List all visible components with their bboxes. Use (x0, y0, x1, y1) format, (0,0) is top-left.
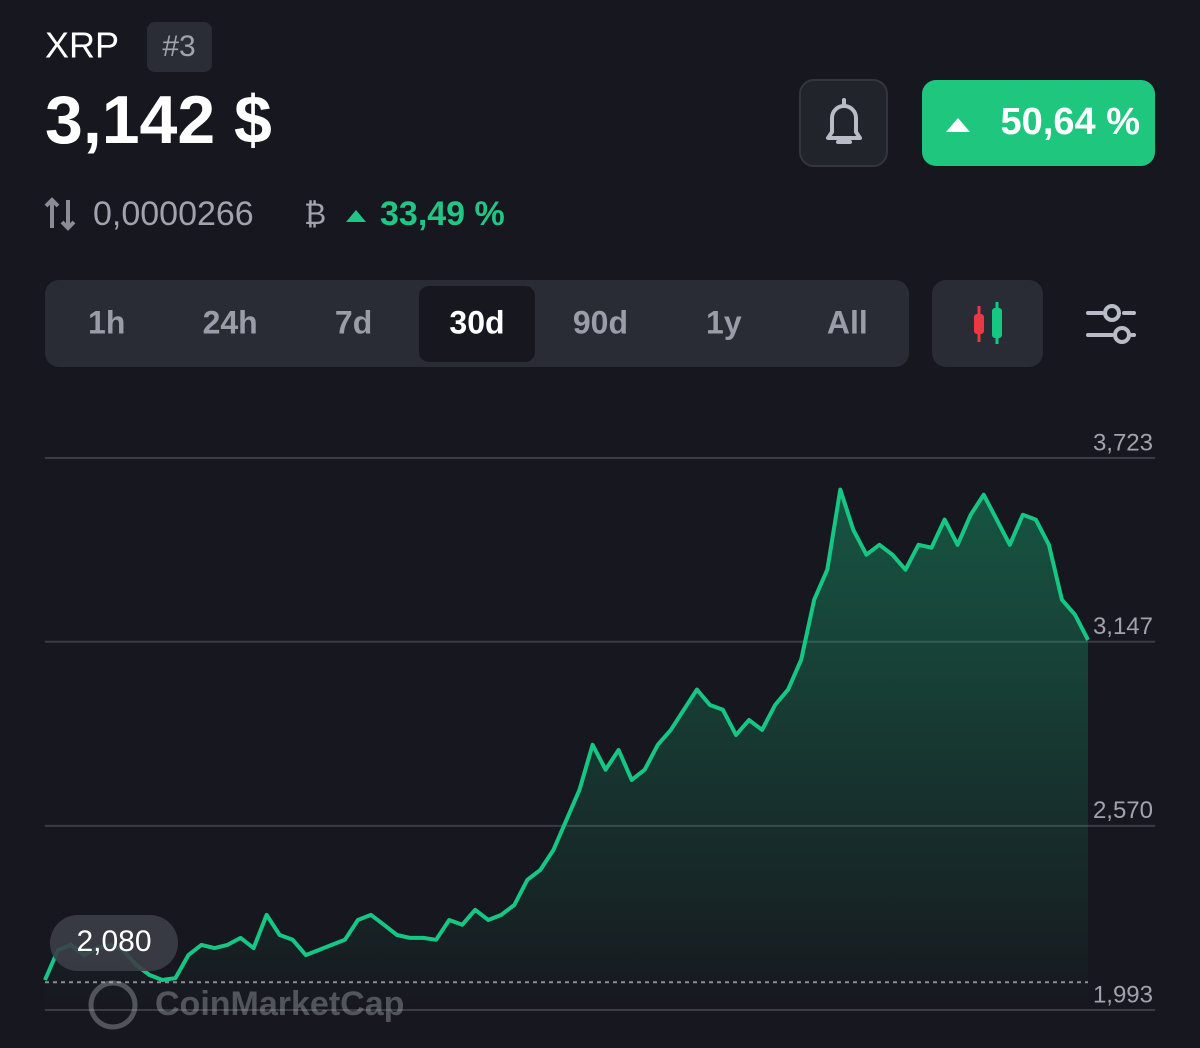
tab-label: 30d (449, 304, 504, 340)
y-tick-label: 3,723 (1093, 429, 1153, 456)
rank-badge (147, 22, 212, 72)
tab-label: 90d (573, 304, 628, 340)
tab-label: 7d (335, 304, 372, 340)
tab[interactable]: 1h (88, 304, 125, 340)
change-bg (922, 80, 1155, 166)
tab-label: 1y (706, 304, 742, 340)
tabs: 1h 24h 7d 30d 90d 1y All (88, 286, 868, 362)
candle-red (974, 314, 984, 334)
settings-knob (1103, 304, 1121, 322)
y-tick-label: 2,570 (1093, 797, 1153, 824)
tab-label: 24h (203, 304, 258, 340)
settings-knob (1113, 326, 1131, 344)
tab[interactable]: All (827, 304, 868, 340)
start-bubble (50, 915, 178, 971)
area (45, 489, 1088, 1011)
swap-icon (44, 197, 76, 231)
chart: 3,723 3,147 2,570 1,993 2,080 (43, 429, 1155, 1011)
watermark: CoinMarketCap (88, 980, 404, 1030)
tab[interactable]: 90d (573, 304, 628, 340)
tab-selected-bg (419, 286, 535, 362)
tab[interactable]: 30d (419, 286, 535, 362)
watermark-text: CoinMarketCap (155, 985, 404, 1023)
tab-label: All (827, 304, 868, 340)
tab[interactable]: 24h (203, 304, 258, 340)
change-button[interactable]: 50,64 % (922, 80, 1155, 166)
settings-lines (1086, 311, 1136, 337)
candle-button-bg (932, 280, 1043, 367)
price: 3,142 $ (45, 82, 272, 158)
btc-symbol: ₿ (304, 198, 326, 231)
start-label: 2,080 (76, 925, 151, 958)
up-arrow (946, 118, 970, 132)
btc-price: 0,0000266 (93, 195, 254, 233)
tab[interactable]: 1y (706, 304, 742, 340)
tab[interactable]: 7d (335, 304, 372, 340)
alert-button-bg (799, 79, 888, 167)
y-tick-label: 3,147 (1093, 613, 1153, 640)
watermark-logo (88, 980, 138, 1030)
btc-change: 33,49 % (380, 195, 505, 233)
y-tick-label: 1,993 (1093, 981, 1153, 1008)
btc-up-arrow (346, 210, 366, 222)
alert-button[interactable] (799, 79, 888, 167)
price-line (43, 487, 1090, 982)
settings-button[interactable] (1086, 304, 1136, 344)
candle-green (992, 308, 1002, 338)
candle-button[interactable] (932, 280, 1043, 367)
symbol: XRP (45, 25, 119, 66)
tab-label: 1h (88, 304, 125, 340)
rank: #3 (162, 30, 195, 63)
change: 50,64 % (1001, 101, 1140, 143)
